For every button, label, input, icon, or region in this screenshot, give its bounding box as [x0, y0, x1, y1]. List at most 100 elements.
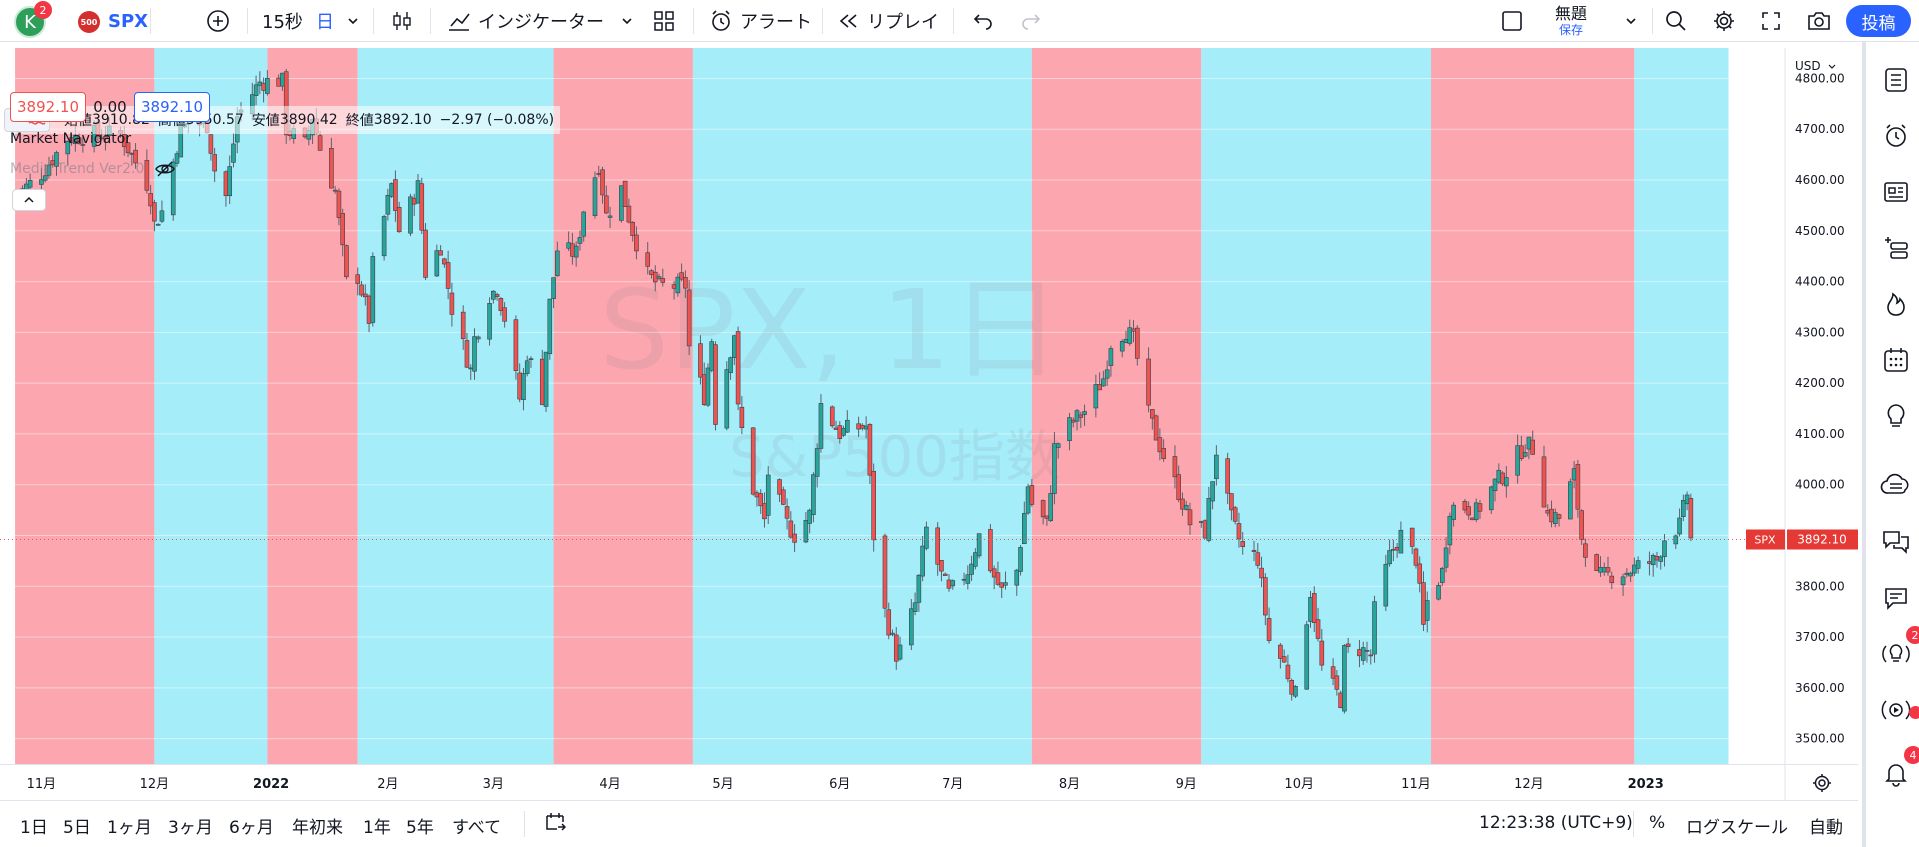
candle: [208, 134, 214, 161]
candle: [385, 188, 391, 221]
redo-button[interactable]: [1020, 0, 1042, 42]
range-all[interactable]: すべて: [452, 818, 502, 838]
indicator-media-trend[interactable]: Media Trend Ver2.0: [10, 161, 145, 177]
streams-button[interactable]: [1880, 694, 1912, 726]
interval-1d-button[interactable]: 日: [316, 12, 334, 33]
time-tick-label: 9月: [1176, 777, 1197, 792]
candle-body: [317, 135, 323, 151]
candle: [788, 511, 794, 539]
calendar-button[interactable]: [1880, 344, 1912, 376]
candle: [1522, 444, 1528, 458]
layouts-button[interactable]: [652, 0, 676, 42]
price-chart[interactable]: SPX, 1日 S&P500指数 USD 4800.00 4700.00 4600.…: [0, 48, 1858, 764]
auto-scale-toggle[interactable]: 自動: [1809, 818, 1843, 838]
ideas-stream-button[interactable]: [1880, 638, 1912, 670]
time-tick-label: 12月: [140, 777, 170, 792]
avatar-badge: 2: [34, 1, 52, 19]
replay-button[interactable]: リプレイ: [837, 0, 939, 42]
interval-dropdown[interactable]: [346, 0, 360, 42]
news-button[interactable]: [1880, 176, 1912, 208]
alarm-clock-icon: [712, 10, 730, 31]
range-1y[interactable]: 1年: [363, 818, 391, 838]
candle: [133, 143, 138, 169]
candle-body: [1187, 509, 1193, 526]
range-ytd[interactable]: 年初来: [292, 818, 343, 838]
candle-body: [1232, 507, 1238, 522]
candle: [683, 270, 688, 299]
indicators-button[interactable]: インジケーター: [446, 0, 604, 42]
candle: [1240, 531, 1246, 555]
search-button[interactable]: [1664, 0, 1688, 42]
sell-price-box[interactable]: 3892.10: [10, 92, 86, 122]
candle-body: [600, 169, 605, 196]
private-chats-button[interactable]: [1880, 582, 1912, 614]
candle-body: [148, 193, 153, 207]
candle: [1263, 573, 1268, 626]
chart-pane[interactable]: SPX, 1日 S&P500指数 USD 4800.00 4700.00 4600.…: [0, 48, 1858, 809]
candle-body: [487, 303, 492, 340]
range-5y[interactable]: 5年: [406, 818, 434, 838]
candle-body: [935, 527, 940, 565]
candle-body: [607, 215, 613, 218]
candle: [607, 206, 613, 229]
candle-body: [596, 173, 602, 175]
currency-label[interactable]: USD: [1795, 59, 1821, 73]
chats-button[interactable]: [1880, 470, 1912, 502]
range-6m[interactable]: 6ヶ月: [229, 818, 274, 838]
interval-15s-button[interactable]: 15秒: [262, 12, 303, 33]
candle: [1022, 501, 1027, 545]
divider: [693, 8, 694, 34]
layout-square-button[interactable]: [1500, 0, 1524, 42]
candle: [724, 361, 730, 431]
clock-timezone[interactable]: 12:23:38 (UTC+9): [1479, 813, 1633, 833]
indicator-market-navigator[interactable]: Market Navigator: [10, 131, 132, 147]
chart-type-button[interactable]: [389, 0, 415, 42]
range-3m[interactable]: 3ヶ月: [168, 818, 213, 838]
currency-chevron-icon[interactable]: [1828, 64, 1836, 69]
candle: [1372, 595, 1377, 663]
fullscreen-button[interactable]: [1760, 0, 1782, 42]
alert-button[interactable]: アラート: [708, 0, 812, 42]
publish-button[interactable]: 投稿: [1846, 5, 1911, 37]
public-chats-button[interactable]: [1880, 526, 1912, 558]
axis-settings-button[interactable]: [1811, 772, 1833, 794]
candle: [845, 410, 850, 433]
watchlist-button[interactable]: [1880, 64, 1912, 96]
snapshot-button[interactable]: [1806, 0, 1832, 42]
percent-toggle[interactable]: %: [1649, 813, 1666, 833]
candle-body: [253, 84, 259, 96]
candle-body: [897, 644, 903, 660]
candle: [1311, 586, 1317, 633]
goto-date-button[interactable]: [544, 811, 567, 838]
layout-save-button[interactable]: 無題 保存: [1555, 0, 1587, 42]
hotlists-button[interactable]: [1880, 288, 1912, 320]
layout-dropdown[interactable]: [1624, 0, 1638, 42]
object-tree-button[interactable]: [1880, 232, 1912, 264]
buy-price-box[interactable]: 3892.10: [134, 92, 210, 122]
collapse-indicators-button[interactable]: [12, 189, 46, 211]
candle-body: [939, 560, 944, 572]
redo-icon: [1022, 14, 1041, 30]
alert-label: アラート: [740, 12, 812, 33]
top-toolbar: K 2 500 SPX 15秒 日 インジケーター アラート リプレイ: [0, 0, 1919, 42]
time-axis[interactable]: 11月 12月 2022 2月 3月 4月 5月 6月 7月 8月 9月 10月 11月 12月 2023: [0, 764, 1858, 801]
chevron-down-icon: [1626, 18, 1636, 25]
range-1m[interactable]: 1ヶ月: [107, 818, 152, 838]
candle-body: [814, 448, 820, 477]
compare-add-button[interactable]: [205, 0, 231, 42]
settings-button[interactable]: [1712, 0, 1736, 42]
candle-body: [1206, 498, 1212, 541]
range-5d[interactable]: 5日: [63, 818, 91, 838]
ideas-button[interactable]: [1880, 400, 1912, 432]
undo-button[interactable]: [972, 0, 994, 42]
symbol-search-button[interactable]: SPX: [108, 10, 149, 32]
chart-grid: [0, 77, 1785, 740]
range-1d[interactable]: 1日: [20, 818, 48, 838]
hide-indicator-button[interactable]: [152, 158, 178, 180]
log-scale-toggle[interactable]: ログスケール: [1686, 818, 1788, 838]
alerts-button[interactable]: [1880, 120, 1912, 152]
candle: [686, 280, 692, 356]
indicators-dropdown[interactable]: [620, 0, 634, 42]
candle: [803, 512, 809, 544]
notifications-button[interactable]: [1880, 758, 1912, 790]
